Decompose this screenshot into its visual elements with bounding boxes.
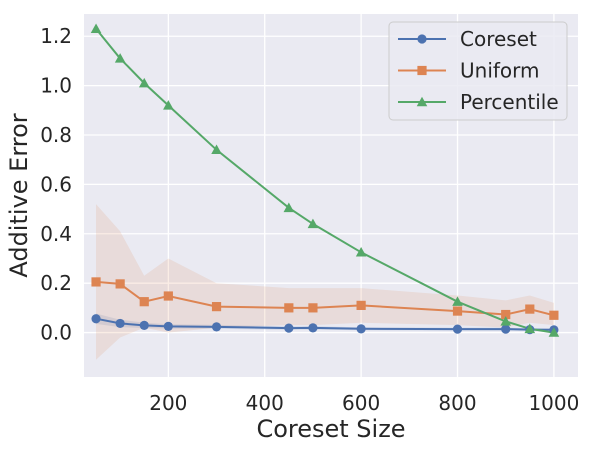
y-axis-label: Additive Error [5,113,33,277]
legend-box [388,21,568,121]
y-tick-labels: 0.0 0.2 0.4 0.6 0.8 1.0 1.2 [40,24,72,344]
data-point-percentile [524,323,536,334]
x-tick-label: 800 [438,391,476,415]
data-point-uniform [525,304,535,314]
y-tick-label: 0.6 [40,172,72,196]
legend-label-coreset: Coreset [460,27,537,51]
x-tick-labels: 200 400 600 800 1000 [149,391,579,415]
data-point-coreset [139,320,149,330]
x-tick-label: 200 [149,391,187,415]
data-point-percentile [138,77,150,88]
data-point-uniform [163,291,173,301]
data-point-uniform [211,302,222,312]
data-point-uniform [452,306,463,316]
data-point-coreset [452,324,463,334]
y-tick-label: 0.2 [40,271,72,295]
data-point-coreset [308,323,318,333]
data-point-percentile [500,316,511,326]
data-point-percentile [355,247,367,257]
data-point-uniform [308,303,318,313]
legend-marker-uniform [417,65,427,76]
data-point-coreset [163,321,173,331]
data-point-coreset [501,324,511,334]
error-band-uniform [96,204,554,360]
data-point-coreset [211,322,222,332]
data-point-percentile [163,100,174,110]
data-point-coreset [284,323,294,333]
data-point-uniform [549,310,559,320]
data-point-uniform [139,297,149,307]
data-point-uniform [501,309,511,320]
x-axis-label: Coreset Size [256,415,405,443]
data-point-percentile [307,218,319,229]
x-tick-label: 1000 [528,391,579,415]
y-tick-label: 1.0 [40,74,72,98]
y-tick-label: 1.2 [40,24,72,48]
data-point-coreset [356,324,366,334]
legend-label-percentile: Percentile [460,90,559,114]
data-point-percentile [114,53,126,63]
legend-marker-coreset [417,34,427,44]
series-line-percentile [95,28,555,334]
legend: Coreset Uniform Percentile [388,21,568,121]
data-point-coreset [115,318,125,329]
data-point-percentile [548,327,560,337]
x-tick-label: 600 [342,391,380,415]
data-point-uniform [356,300,366,310]
data-point-percentile [211,144,222,155]
y-tick-label: 0.0 [40,321,72,345]
data-point-percentile [452,296,463,306]
x-tick-label: 400 [246,391,284,415]
data-point-uniform [284,303,294,313]
legend-label-uniform: Uniform [460,59,540,83]
data-point-uniform [115,279,125,289]
data-point-percentile [90,23,102,34]
series-markers [90,23,560,337]
legend-marker-percentile [416,96,428,107]
data-point-coreset [91,314,101,324]
data-point-percentile [283,202,295,213]
y-tick-label: 0.4 [40,222,72,246]
y-tick-label: 0.8 [40,123,72,147]
data-point-uniform [91,277,101,287]
